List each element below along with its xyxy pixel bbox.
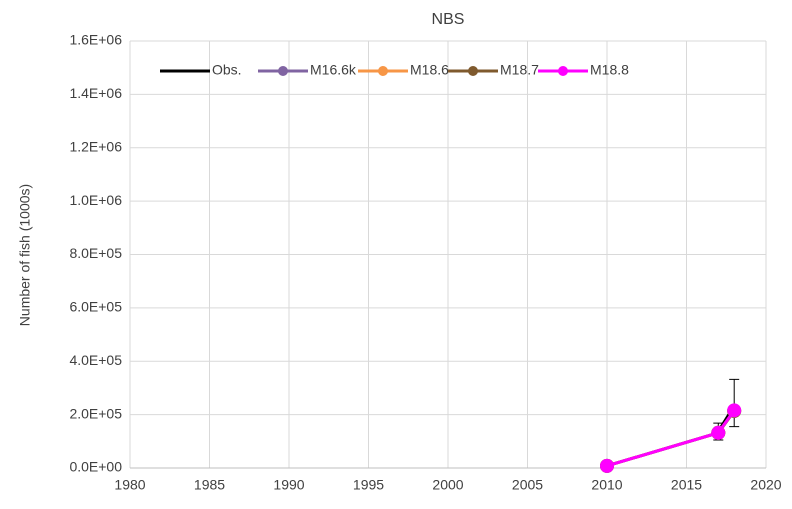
y-axis-label: Number of fish (1000s) — [17, 184, 33, 326]
x-tick-label: 1990 — [273, 477, 304, 493]
y-tick-label: 1.2E+06 — [69, 138, 122, 154]
legend-label: M18.7 — [500, 62, 539, 78]
legend-marker — [468, 66, 478, 76]
y-tick-label: 1.4E+06 — [69, 85, 122, 101]
x-tick-label: 2000 — [432, 477, 463, 493]
marker — [711, 425, 726, 440]
y-tick-label: 4.0E+05 — [69, 352, 122, 368]
error-bar — [729, 378, 740, 428]
x-tick-label: 1985 — [194, 477, 225, 493]
legend-marker — [558, 66, 568, 76]
y-tick-label: 6.0E+05 — [69, 299, 122, 315]
legend-label: M18.8 — [590, 62, 629, 78]
y-tick-label: 0.0E+00 — [69, 459, 122, 475]
y-tick-label: 2.0E+05 — [69, 405, 122, 421]
marker — [600, 458, 614, 473]
x-tick-label: 2010 — [591, 477, 622, 493]
x-tick-label: 1980 — [114, 477, 145, 493]
marker — [727, 403, 742, 418]
y-tick-label: 1.0E+06 — [69, 192, 122, 208]
legend-marker — [378, 66, 388, 76]
legend-label: M16.6k — [310, 62, 357, 78]
legend-marker — [278, 66, 288, 76]
y-tick-label: 1.6E+06 — [69, 32, 122, 48]
x-tick-label: 2015 — [671, 477, 702, 493]
y-tick-label: 8.0E+05 — [69, 245, 122, 261]
chart-title: NBS — [432, 11, 465, 28]
x-tick-label: 2005 — [512, 477, 543, 493]
legend-label: Obs. — [212, 62, 242, 78]
x-tick-label: 2020 — [750, 477, 781, 493]
x-tick-label: 1995 — [353, 477, 384, 493]
legend-label: M18.6 — [410, 62, 449, 78]
